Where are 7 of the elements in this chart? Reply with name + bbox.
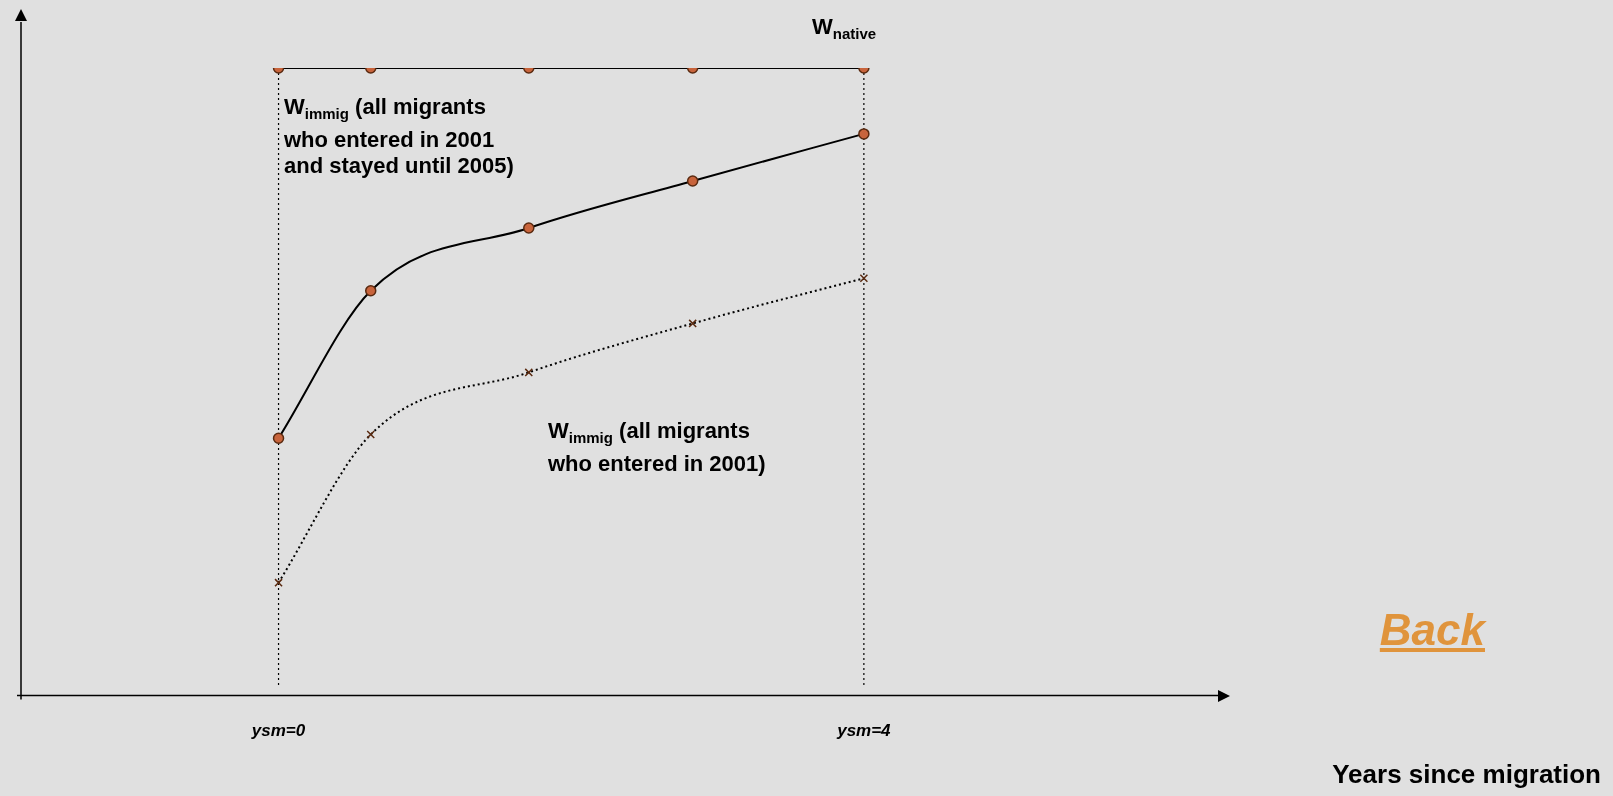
- annotation: W$_{immig}$ (all migrants who entered in 2001): [548, 418, 766, 478]
- x-axis-title: Years since migration: [1332, 759, 1601, 790]
- annotation: W$_{immig}$ (all migrants who entered in 2001 and stayed until 2005): [284, 94, 514, 180]
- text: Back: [1379, 605, 1485, 655]
- text: W$_{native}$: [812, 14, 877, 45]
- x-tick-label: ysm=0: [250, 721, 306, 741]
- x-tick-label: ysm=4: [836, 721, 892, 741]
